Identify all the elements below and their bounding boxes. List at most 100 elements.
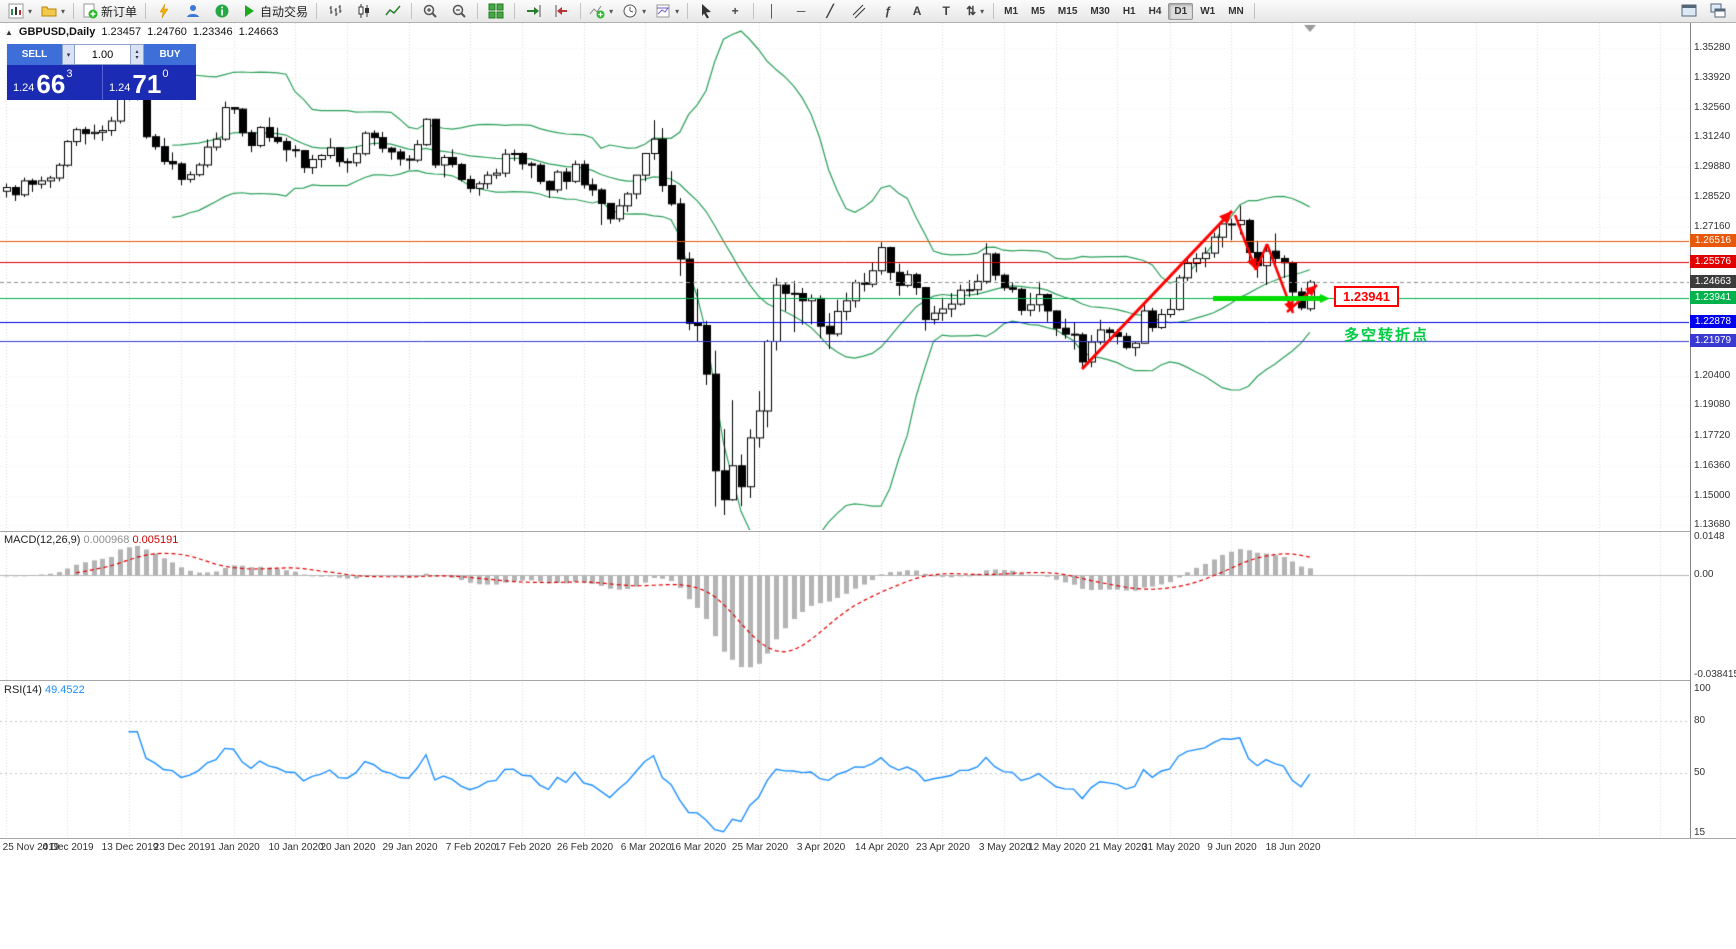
toolbar-separator [73, 3, 75, 19]
timeframe-h4-button[interactable]: H4 [1148, 5, 1162, 17]
periods-button-caret[interactable]: ▾ [642, 6, 647, 16]
annotation-note-text[interactable]: 多空转折点 [1344, 327, 1430, 344]
toolbar-separator [1253, 3, 1255, 19]
crosshair-button[interactable]: + [721, 0, 749, 22]
channel-button[interactable] [845, 0, 873, 22]
rsi-axis-label: 15 [1694, 827, 1706, 838]
fibonacci-button[interactable]: ƒ [874, 0, 902, 22]
price-axis-label: 1.16360 [1694, 460, 1731, 471]
rsi-panel-canvas[interactable] [0, 682, 1689, 838]
one-click-collapse-icon[interactable]: ▲ [5, 27, 13, 37]
timeframe-mn-button[interactable]: MN [1228, 5, 1244, 17]
autotrading-button-label: 自动交易 [260, 4, 309, 19]
price-axis-label: 1.15000 [1694, 490, 1731, 501]
chart-high-value: 1.24760 [147, 26, 187, 38]
templates-button-caret[interactable]: ▾ [675, 6, 680, 16]
sell-button[interactable]: SELL [7, 44, 62, 65]
vertical-line-button-glyph: │ [768, 4, 776, 18]
templates-button[interactable]: ▾ [651, 0, 683, 22]
metaeditor-button[interactable] [150, 0, 178, 22]
macd-axis-label: -0.038415 [1694, 669, 1736, 680]
price-axis-label: 1.13680 [1694, 519, 1731, 530]
price-tag: 1.24663 [1690, 275, 1736, 288]
date-axis-label: 3 Apr 2020 [796, 842, 846, 853]
date-axis-label: 29 Jan 2020 [382, 842, 438, 853]
buy-price-sup: 0 [162, 68, 169, 80]
date-axis-label: 12 May 2020 [1028, 842, 1086, 853]
horizontal-line-button[interactable]: ─ [787, 0, 815, 22]
date-axis-label: 3 May 2020 [978, 842, 1032, 853]
one-click-trading-panel: SELL ▾ ▴ ▾ BUY 1.24 66 3 1.24 71 0 [7, 44, 196, 100]
tile-windows-button[interactable] [482, 0, 510, 22]
buy-button[interactable]: BUY [144, 44, 196, 65]
new-chart-button-caret[interactable]: ▾ [28, 6, 33, 16]
arrows-button[interactable]: ⇅ ▾ [961, 0, 989, 22]
help-button[interactable] [208, 0, 236, 22]
buy-price-button[interactable]: 1.24 71 0 [103, 65, 196, 100]
profiles-button[interactable]: ▾ [37, 0, 69, 22]
timeframe-w1-button[interactable]: W1 [1200, 5, 1216, 17]
date-axis-label: 25 Nov 2019 [2, 842, 60, 853]
window-b-button[interactable] [1704, 0, 1732, 22]
timeframe-m30-button[interactable]: M30 [1090, 5, 1110, 17]
horizontal-line-button-glyph: ─ [796, 4, 806, 18]
panel-separator[interactable] [0, 531, 1736, 532]
cursor-button[interactable] [692, 0, 720, 22]
window-a-button[interactable] [1675, 0, 1703, 22]
indicators-button-caret[interactable]: ▾ [609, 6, 614, 16]
price-axis-label: 1.33920 [1694, 72, 1731, 83]
price-tag: 1.23941 [1690, 291, 1736, 304]
macd-signal-value: 0.005191 [132, 534, 179, 546]
fibonacci-button-glyph: ƒ [884, 4, 892, 18]
bar-chart-button[interactable] [321, 0, 349, 22]
price-axis-label: 1.28520 [1694, 191, 1731, 202]
auto-scroll-button[interactable] [519, 0, 547, 22]
periods-button[interactable]: ▾ [618, 0, 650, 22]
volume-spinner-up-icon[interactable]: ▴ [135, 48, 139, 55]
timeframe-m15-button[interactable]: M15 [1057, 5, 1078, 17]
date-axis-label: 7 Feb 2020 [445, 842, 497, 853]
text-button[interactable]: A [903, 0, 931, 22]
community-button[interactable] [179, 0, 207, 22]
zoom-in-button[interactable] [416, 0, 444, 22]
new-order-button[interactable]: 新订单 [78, 0, 141, 22]
date-axis-label: 10 Jan 2020 [268, 842, 324, 853]
sell-price-button[interactable]: 1.24 66 3 [7, 65, 103, 100]
macd-panel-canvas[interactable] [0, 532, 1689, 680]
text-label-button[interactable]: T [932, 0, 960, 22]
autotrading-button[interactable]: 自动交易 [237, 0, 312, 22]
price-axis[interactable] [1690, 23, 1736, 838]
text-button-glyph: A [912, 4, 922, 18]
chart-area[interactable]: ▲ GBPUSD,Daily 1.23457 1.24760 1.23346 1… [0, 23, 1736, 856]
crosshair-button-glyph: + [731, 4, 739, 18]
main-chart-canvas[interactable] [0, 23, 1689, 530]
zoom-out-button[interactable] [445, 0, 473, 22]
timeframe-h1-button[interactable]: H1 [1122, 5, 1136, 17]
volume-input[interactable] [75, 44, 131, 65]
new-chart-button[interactable]: ▾ [4, 0, 36, 22]
price-tag: 1.26516 [1690, 234, 1736, 247]
candlestick-button[interactable] [350, 0, 378, 22]
timeframe-m1-button[interactable]: M1 [1004, 5, 1019, 17]
rsi-value: 49.4522 [44, 684, 85, 696]
date-axis-label: 4 Dec 2019 [42, 842, 94, 853]
vertical-line-button[interactable]: │ [758, 0, 786, 22]
profiles-button-caret[interactable]: ▾ [61, 6, 66, 16]
date-axis-label: 23 Apr 2020 [916, 842, 970, 853]
timeframe-m5-button[interactable]: M5 [1031, 5, 1045, 17]
line-chart-button[interactable] [379, 0, 407, 22]
price-axis-label: 1.32560 [1694, 102, 1731, 113]
panel-separator[interactable] [0, 680, 1736, 681]
new-order-button-label: 新订单 [101, 4, 138, 19]
volume-dropdown-button[interactable]: ▾ [62, 44, 75, 65]
volume-spinner-down-icon[interactable]: ▾ [135, 54, 139, 61]
volume-spinner[interactable]: ▴ ▾ [131, 44, 144, 65]
price-callout-label[interactable]: 1.23941 [1334, 286, 1399, 307]
arrows-button-caret[interactable]: ▾ [980, 6, 985, 16]
date-axis-label: 9 Jun 2020 [1207, 842, 1257, 853]
chart-shift-button[interactable] [548, 0, 576, 22]
trendline-button[interactable]: ╱ [816, 0, 844, 22]
indicators-button[interactable]: ▾ [585, 0, 617, 22]
timeframe-d1-button[interactable]: D1 [1168, 2, 1194, 20]
rsi-indicator-label: RSI(14) 49.4522 [4, 684, 85, 696]
